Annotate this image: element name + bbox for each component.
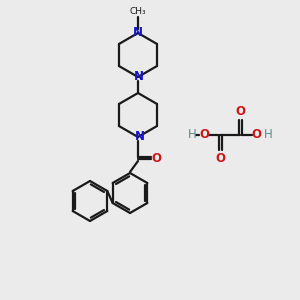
Text: O: O xyxy=(215,152,225,165)
Text: H: H xyxy=(188,128,196,142)
Text: O: O xyxy=(235,105,245,118)
Text: O: O xyxy=(251,128,261,142)
Text: O: O xyxy=(199,128,209,142)
Text: H: H xyxy=(264,128,272,142)
Text: N: N xyxy=(133,26,143,40)
Text: N: N xyxy=(135,130,145,143)
Text: N: N xyxy=(134,70,144,83)
Text: O: O xyxy=(151,152,161,166)
Text: CH₃: CH₃ xyxy=(130,7,146,16)
